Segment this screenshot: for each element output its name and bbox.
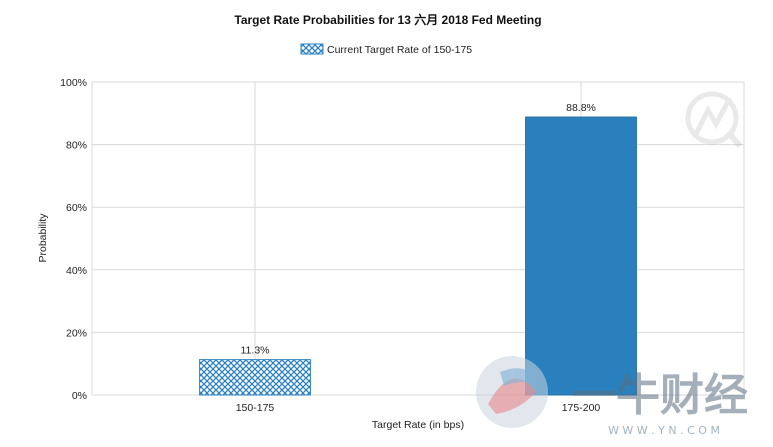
plot-area: 0% 20% 40% 60% 80% 100% 150-175 175-200 11.3% 8…	[60, 77, 745, 414]
brand-watermark-text: 一牛财经	[572, 370, 748, 421]
data-label: 11.3%	[241, 345, 270, 357]
bars	[199, 116, 637, 396]
x-tick-labels: 150-175 175-200	[236, 402, 601, 414]
y-axis-label: Probability	[37, 213, 49, 263]
bar-150-175	[199, 359, 311, 396]
brand-watermark: 一牛财经 W W W . Y N . C O M	[476, 356, 748, 437]
y-tick-label: 60%	[66, 202, 87, 214]
y-tick-label: 100%	[60, 77, 87, 89]
legend-label: Current Target Rate of 150-175	[327, 44, 472, 56]
data-label: 88.8%	[566, 102, 596, 114]
x-axis-label: Target Rate (in bps)	[372, 419, 464, 431]
logo-watermark	[685, 91, 743, 148]
y-tick-label: 0%	[72, 390, 87, 402]
data-labels: 11.3% 88.8%	[241, 102, 596, 357]
plot-frame	[91, 81, 745, 396]
y-tick-labels: 0% 20% 40% 60% 80% 100%	[60, 77, 87, 402]
chart-title: Target Rate Probabilities for 13 六月 2018…	[234, 12, 541, 27]
legend-swatch	[300, 43, 324, 55]
y-tick-label: 80%	[66, 140, 87, 152]
x-tick-label: 150-175	[236, 402, 275, 414]
y-tick-label: 40%	[66, 265, 87, 277]
brand-watermark-url: W W W . Y N . C O M	[608, 424, 720, 437]
bar-175-200	[525, 116, 637, 396]
legend: Current Target Rate of 150-175	[300, 43, 472, 56]
y-tick-label: 20%	[66, 327, 87, 339]
x-tick-label: 175-200	[562, 402, 601, 414]
